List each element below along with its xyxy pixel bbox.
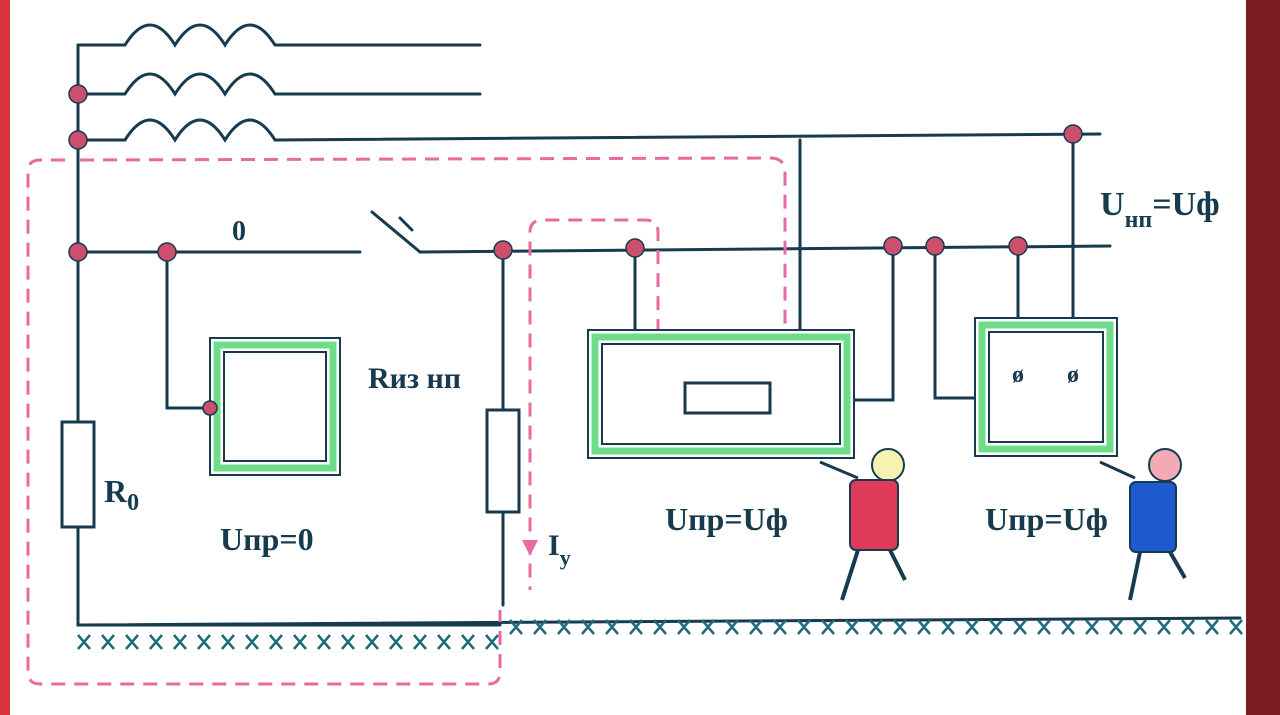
person-blue-figure <box>1099 448 1187 601</box>
r0-label: R0 <box>104 473 139 516</box>
u-pr-uf-label-2: Uпр=Uф <box>985 501 1108 537</box>
enclosure-faulty <box>587 329 855 459</box>
right-border <box>1246 0 1280 715</box>
enclosure-grounded <box>209 337 341 476</box>
ground-hatch <box>76 616 1243 650</box>
person-red-figure <box>819 448 907 601</box>
left-border <box>0 0 10 715</box>
neutral-label: 0 <box>232 216 246 247</box>
u-pr-uf-label-1: Uпр=Uф <box>665 501 788 537</box>
current-arrow-icon <box>522 540 538 556</box>
resistor-r-iz-np <box>485 408 521 514</box>
resistor-r0 <box>60 420 96 529</box>
junction-nodes <box>68 84 1083 416</box>
terminal-2-icon: ø <box>1067 362 1079 388</box>
u-pr-zero-label: Uпр=0 <box>220 521 314 557</box>
i-y-label: Iу <box>548 529 571 570</box>
enclosure-outlet <box>974 317 1118 457</box>
terminal-1-icon: ø <box>1012 362 1024 388</box>
neutral-bus <box>76 210 1112 254</box>
r-iz-np-label: Rиз нп <box>368 362 461 395</box>
u-np-label: Uнп=Uф <box>1100 186 1220 233</box>
load-resistor <box>683 381 772 415</box>
